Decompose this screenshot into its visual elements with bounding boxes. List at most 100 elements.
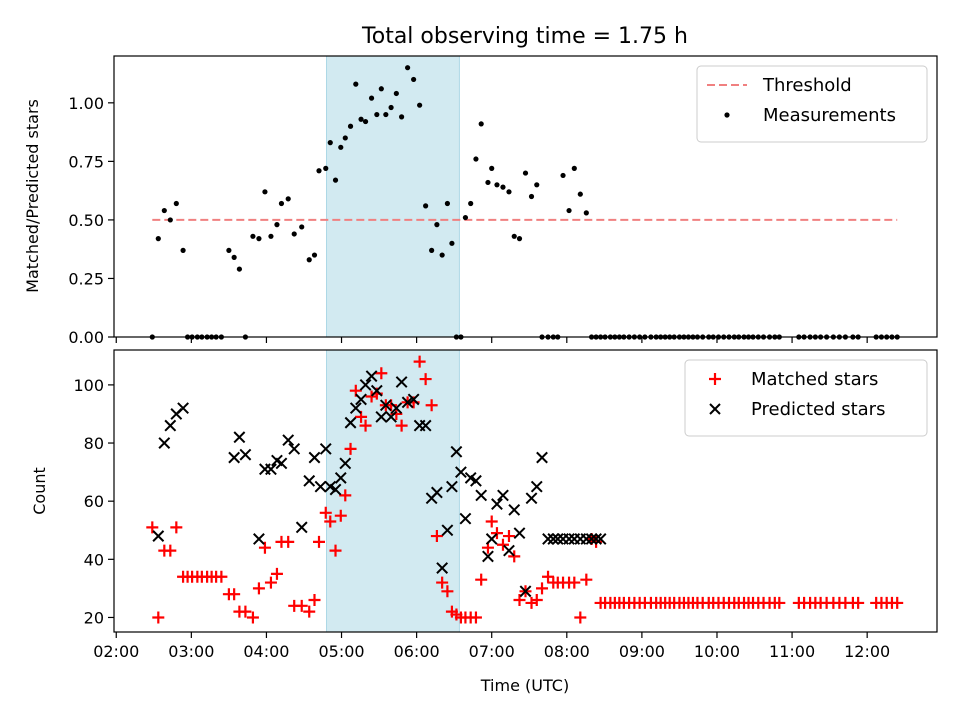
x-tick-label: 12:00 — [844, 642, 890, 661]
x-tick-label: 02:00 — [93, 642, 139, 661]
predicted-point — [590, 533, 602, 545]
axes-frame — [113, 55, 938, 338]
predicted-point — [253, 533, 265, 545]
matched-point — [485, 515, 498, 528]
measurement-point — [411, 76, 417, 83]
measurement-point — [173, 200, 179, 207]
matched-point — [542, 570, 555, 583]
measurement-point — [342, 135, 348, 141]
y-tick-label: 0.75 — [68, 152, 104, 171]
measurement-point — [155, 236, 161, 242]
y-tick-label: 60 — [84, 492, 104, 511]
predicted-point — [158, 437, 171, 449]
predicted-point — [585, 533, 598, 545]
matched-point — [308, 594, 321, 607]
legend-predicted-swatch — [709, 403, 721, 415]
measurement-point — [393, 90, 399, 97]
predicted-point — [385, 410, 397, 423]
y-tick-label: 100 — [73, 376, 104, 395]
predicted-point — [339, 457, 352, 470]
matched-point — [395, 419, 408, 432]
measurement-point — [516, 236, 523, 242]
predicted-point — [349, 402, 362, 415]
x-axis-label: Time (UTC) — [480, 676, 569, 695]
measurement-point — [285, 196, 291, 202]
predicted-point — [547, 533, 560, 545]
matched-point — [413, 355, 426, 368]
measurement-point — [236, 266, 243, 272]
matched-point — [146, 521, 159, 534]
measurement-point — [462, 214, 469, 221]
measurement-point — [262, 189, 268, 195]
predicted-point — [430, 486, 443, 499]
predicted-point — [542, 533, 554, 545]
predicted-point — [459, 512, 472, 525]
measurement-point — [417, 102, 423, 108]
measurement-point — [299, 224, 305, 230]
measurement-point — [306, 257, 312, 263]
panel-count: 20 40 60 80 100 02:00 03:00 04:00 05:00 06:00 07:0… — [30, 349, 938, 661]
predicted-point — [436, 562, 449, 574]
measurement-point — [434, 222, 440, 228]
legend-label: Predicted stars — [751, 399, 885, 420]
x-tick-label: 08:00 — [544, 642, 590, 661]
predicted-point — [233, 431, 246, 444]
matched-point — [215, 570, 228, 583]
measurement-point — [268, 233, 274, 239]
measurement-point — [439, 252, 445, 258]
measurement-point — [398, 114, 405, 120]
measurement-point — [274, 222, 280, 228]
predicted-point — [519, 585, 532, 598]
measurement-point — [323, 165, 329, 171]
predicted-point — [482, 550, 494, 563]
predicted-point — [375, 410, 388, 423]
y-tick-label: 0.00 — [68, 328, 104, 347]
matched-point — [425, 399, 438, 412]
measurement-point — [338, 144, 344, 150]
legend-matched-swatch — [709, 373, 721, 385]
measurement-point — [291, 231, 297, 237]
measurement-point — [180, 247, 186, 253]
matched-point — [252, 582, 265, 595]
measurement-point — [449, 240, 455, 246]
predicted-point — [308, 451, 321, 464]
matched-point — [228, 588, 241, 601]
predicted-point — [485, 533, 498, 545]
predicted-point — [334, 472, 347, 484]
matched-point — [773, 596, 786, 609]
measurement-point — [473, 156, 479, 162]
measurement-point — [358, 116, 364, 122]
predicted-point — [441, 524, 454, 537]
measurement-point — [511, 233, 517, 239]
predicted-point — [295, 521, 308, 534]
y-tick-label: 40 — [84, 550, 104, 569]
predicted-point — [379, 399, 392, 412]
matched-point — [390, 407, 403, 420]
predicted-point — [344, 416, 357, 429]
matched-point — [164, 544, 177, 557]
measurement-point — [500, 184, 506, 190]
figure-title: Total observing time = 1.75 h — [361, 24, 688, 49]
predicted-point — [450, 445, 463, 458]
measurement-point — [468, 200, 474, 207]
y-tick-label: 20 — [84, 608, 104, 627]
measurement-point — [374, 111, 380, 118]
matched-point — [419, 373, 432, 386]
y-tick-label: 0.50 — [68, 211, 104, 230]
measurement-point — [423, 203, 429, 209]
matched-point — [568, 576, 581, 589]
matched-point — [469, 611, 482, 624]
matched-point — [441, 585, 454, 598]
predicted-point — [530, 480, 543, 493]
x-tick-label: 09:00 — [619, 642, 665, 661]
predicted-point — [329, 483, 342, 496]
matched-point — [430, 530, 443, 543]
legend-box — [696, 65, 928, 143]
legend-box — [684, 359, 928, 437]
predicted-point — [365, 370, 378, 383]
matched-point — [324, 515, 337, 528]
matched-point — [264, 576, 277, 589]
predicted-point — [395, 376, 408, 388]
matched-point — [246, 611, 259, 624]
matched-point — [334, 509, 347, 522]
